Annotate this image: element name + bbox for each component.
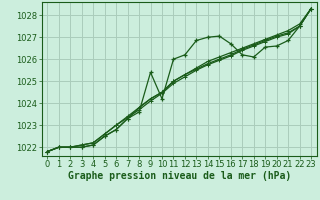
X-axis label: Graphe pression niveau de la mer (hPa): Graphe pression niveau de la mer (hPa) xyxy=(68,171,291,181)
